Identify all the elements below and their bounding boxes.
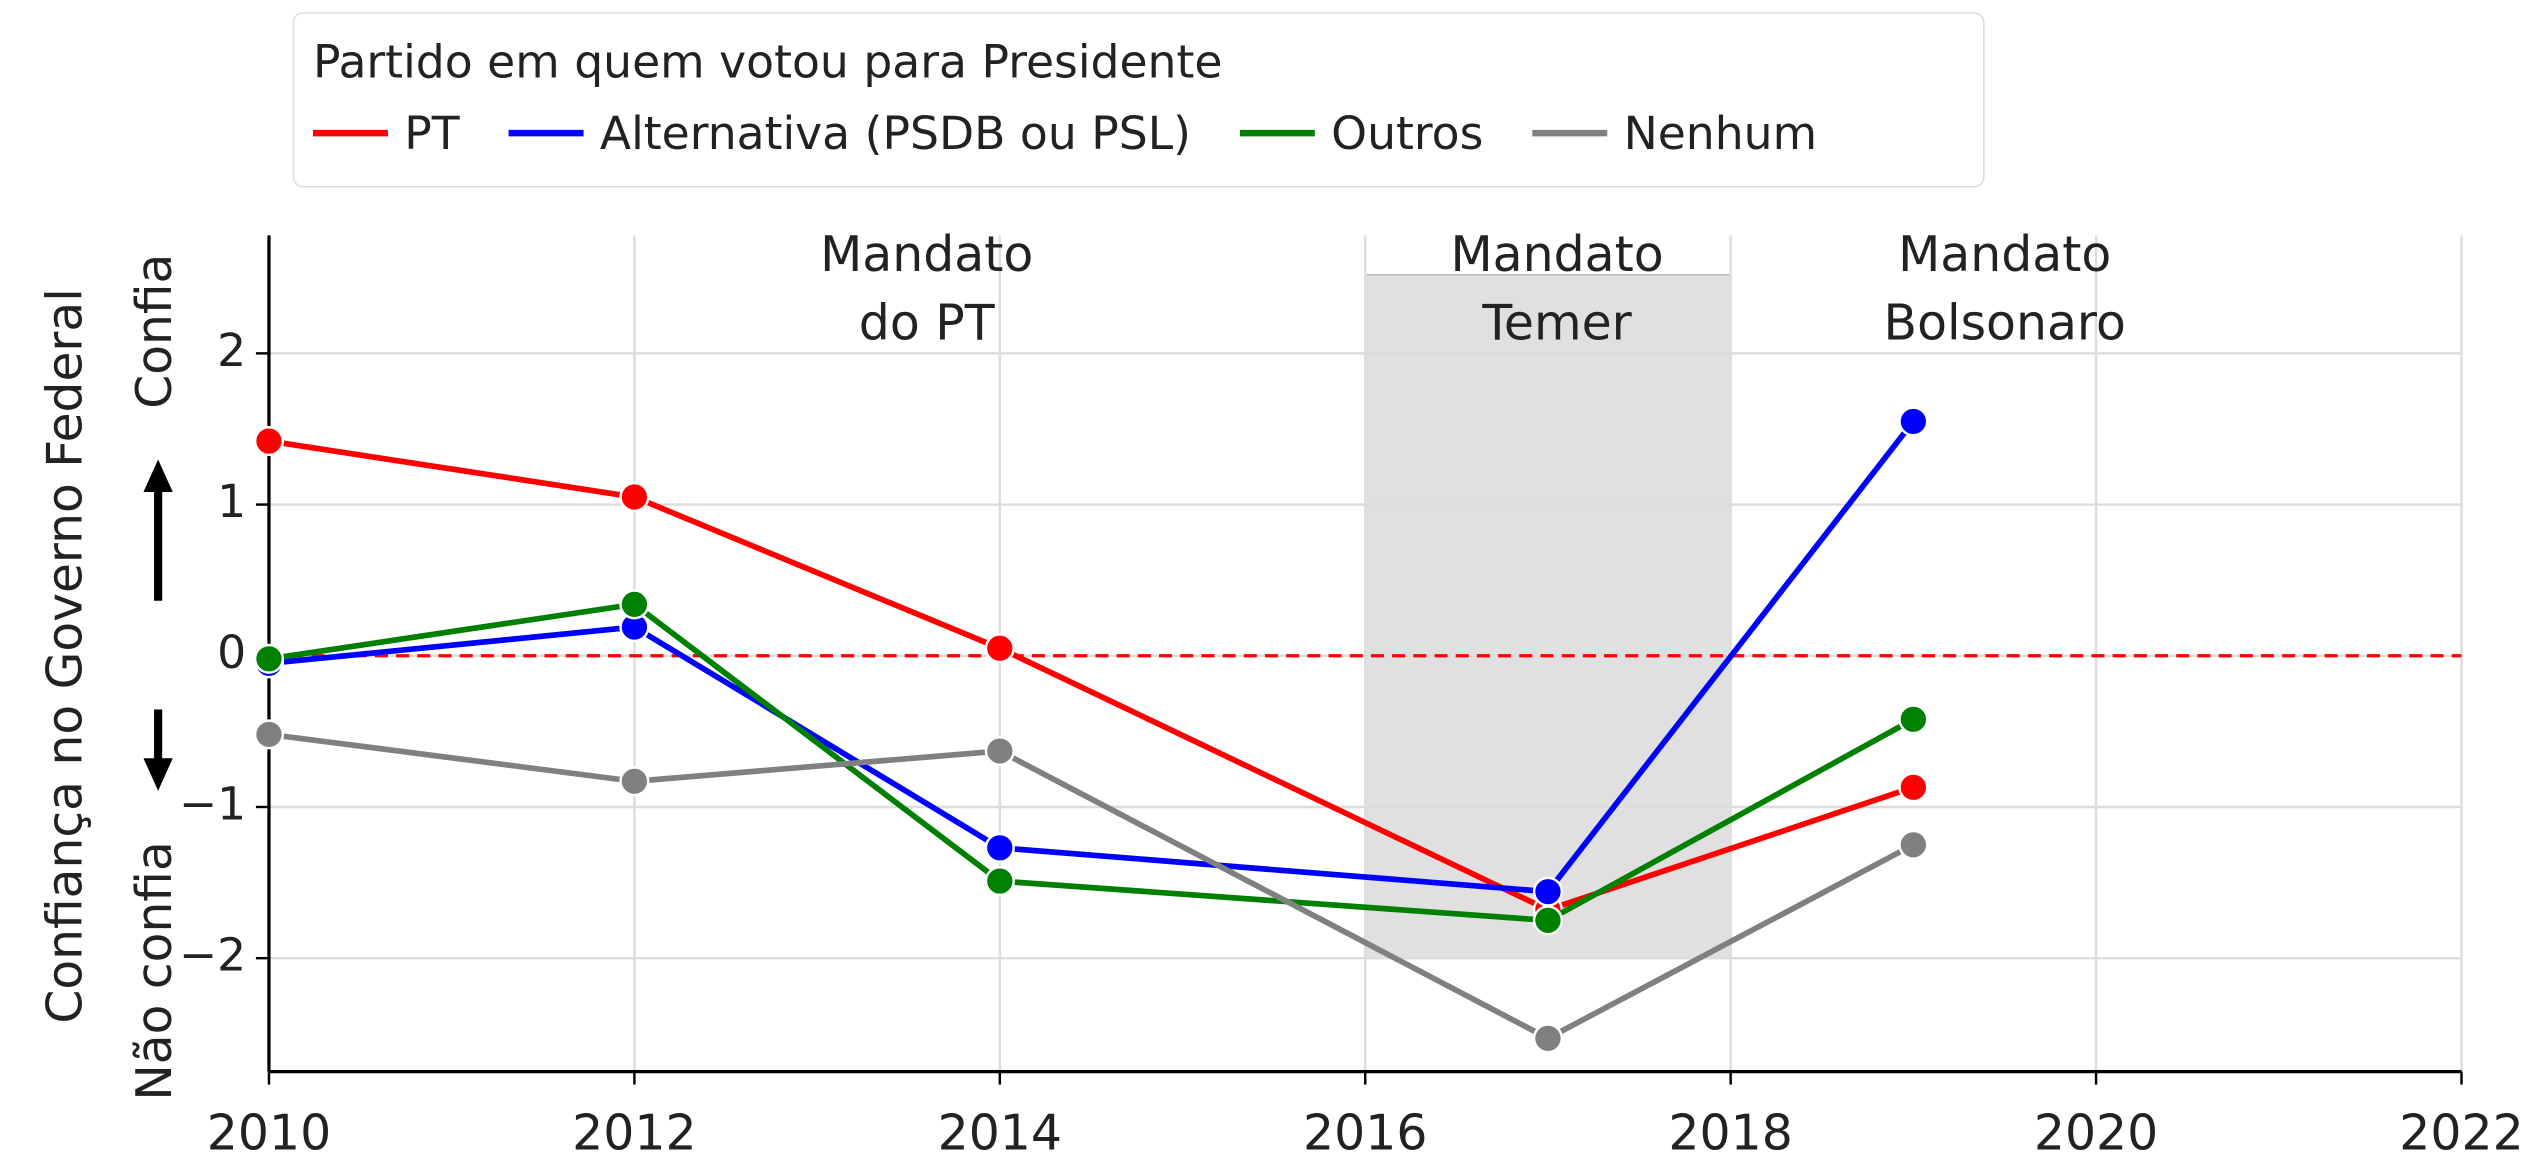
point	[1532, 905, 1564, 936]
point	[253, 426, 285, 457]
point	[1532, 876, 1564, 907]
point	[984, 832, 1015, 863]
x-tick-label: 2010	[207, 1105, 331, 1162]
shaded-span	[1364, 273, 1732, 959]
y-tick-label: 0	[217, 626, 246, 679]
point	[984, 866, 1015, 897]
y-tick-label: 1	[217, 475, 246, 528]
legend-label: Nenhum	[1624, 107, 1817, 160]
point	[619, 589, 650, 620]
point	[619, 481, 650, 513]
x-tick-label: 2022	[2399, 1105, 2523, 1162]
annotation: Mandato	[820, 226, 1033, 283]
legend-label: PT	[404, 107, 460, 160]
arrow-down-head	[143, 758, 173, 791]
x-tick-label: 2014	[938, 1105, 1062, 1162]
point	[1898, 829, 1929, 860]
x-tick-label: 2020	[2034, 1105, 2158, 1162]
arrow-up-head	[143, 459, 173, 492]
point	[1898, 704, 1929, 735]
x-tick-label: 2016	[1303, 1105, 1427, 1162]
y-tick-label: 2	[217, 324, 246, 377]
y-tick-label: −2	[179, 929, 246, 982]
annotation: do PT	[859, 294, 995, 351]
point	[253, 643, 285, 674]
y-label-top: Confia	[126, 254, 183, 409]
x-tick-label: 2018	[1668, 1105, 1792, 1162]
annotation: Bolsonaro	[1884, 294, 2126, 351]
annotation: Mandato	[1450, 226, 1663, 283]
point	[1898, 406, 1929, 437]
y-label-bottom: Não confia	[126, 841, 183, 1101]
legend-box	[292, 12, 1985, 188]
point	[1898, 772, 1929, 803]
legend-title: Partido em quem votou para Presidente	[313, 36, 1222, 89]
y-axis-label: Confiança no Governo Federal	[36, 288, 93, 1023]
point	[619, 766, 650, 797]
annotation: Mandato	[1898, 226, 2111, 283]
point	[984, 633, 1015, 664]
point	[984, 736, 1015, 767]
annotation: Temer	[1481, 294, 1632, 351]
point	[253, 719, 285, 750]
legend-label: Alternativa (PSDB ou PSL)	[600, 107, 1191, 160]
x-tick-label: 2012	[572, 1105, 696, 1162]
point	[1532, 1023, 1564, 1054]
legend-label: Outros	[1331, 107, 1483, 160]
y-tick-label: −1	[179, 778, 246, 831]
